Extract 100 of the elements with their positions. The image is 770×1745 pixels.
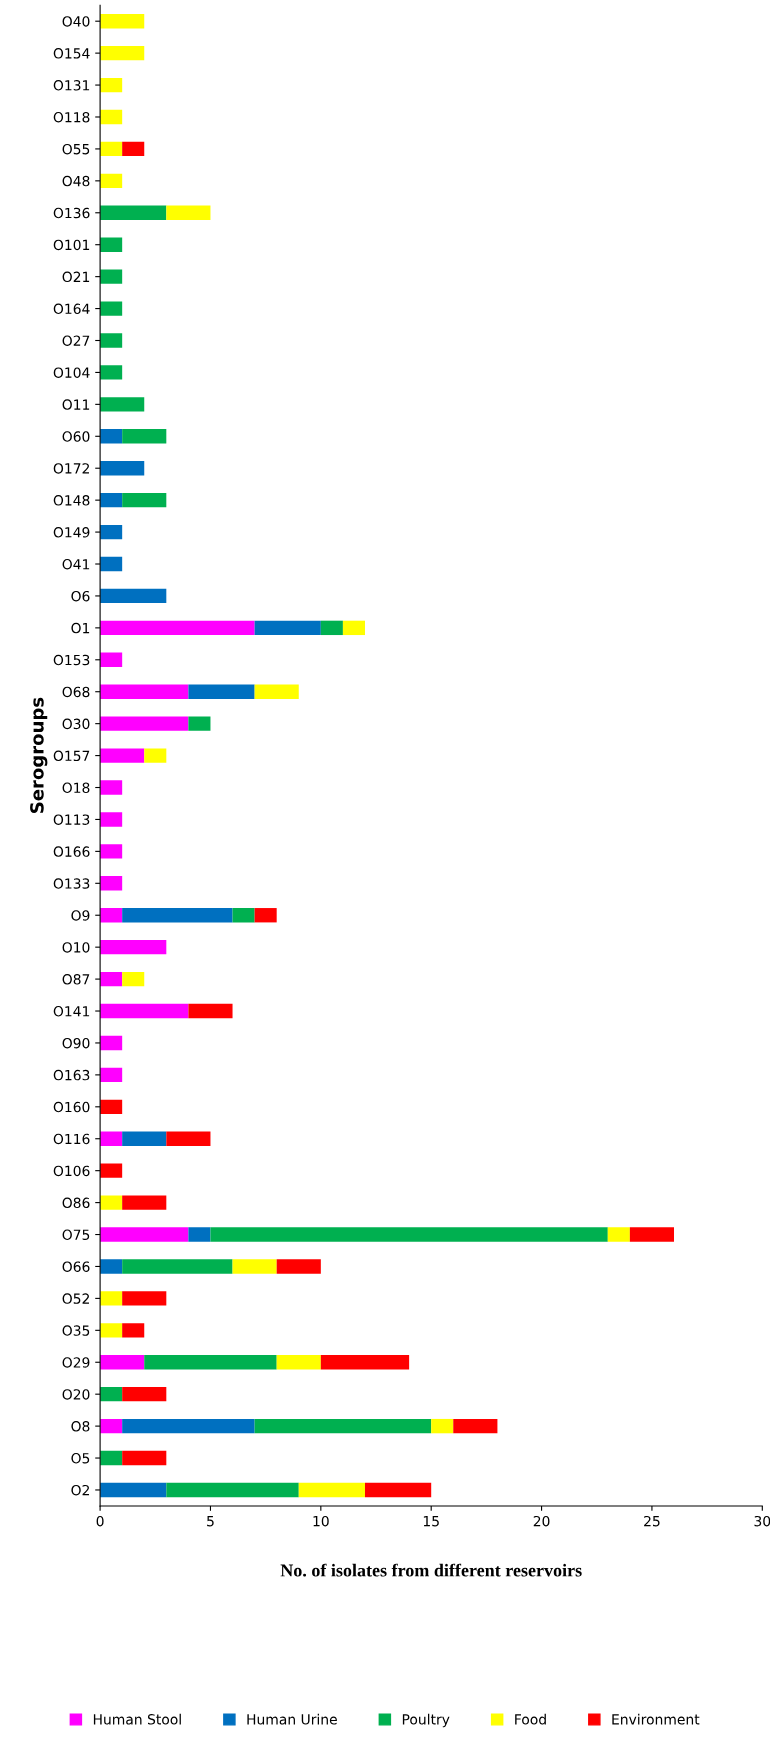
- y-tick-label: O113: [53, 814, 90, 825]
- y-tick-label: O172: [53, 463, 89, 474]
- y-tick-label: O149: [53, 527, 90, 538]
- bar: [254, 684, 299, 699]
- bar: [122, 492, 167, 508]
- x-tick-label: 0: [96, 1515, 104, 1527]
- y-tick-label: O157: [53, 750, 90, 762]
- bar: [100, 333, 123, 348]
- bar: [254, 1418, 432, 1434]
- bar: [100, 812, 123, 827]
- y-tick-label: O1: [71, 622, 90, 634]
- y-tick-label: O131: [53, 80, 90, 91]
- bar: [122, 1195, 167, 1210]
- bar: [122, 1418, 255, 1434]
- x-tick-label: 5: [207, 1516, 214, 1527]
- y-tick-label: O21: [62, 271, 90, 283]
- bar: [364, 1482, 432, 1498]
- bar: [320, 1355, 410, 1370]
- bar: [100, 301, 123, 316]
- bar: [100, 652, 123, 667]
- bar: [122, 1291, 167, 1306]
- bar: [122, 971, 145, 987]
- y-tick-label: O6: [71, 590, 90, 602]
- legend-label: Environment: [612, 1713, 700, 1725]
- x-tick-label: 15: [423, 1516, 439, 1527]
- bar: [100, 908, 123, 923]
- bar: [100, 524, 123, 540]
- y-tick-label: O118: [53, 111, 90, 123]
- bar: [100, 173, 123, 189]
- y-tick-label: O8: [71, 1421, 90, 1432]
- y-tick-label: O55: [62, 143, 90, 155]
- bar: [100, 556, 123, 572]
- bar: [100, 971, 123, 987]
- bar: [100, 1418, 123, 1434]
- bar: [100, 1195, 123, 1210]
- y-tick-label: O40: [62, 16, 90, 27]
- bar: [232, 908, 255, 923]
- bar: [607, 1227, 630, 1242]
- bar: [144, 1355, 277, 1370]
- y-axis-title: Serogroups: [30, 697, 48, 813]
- x-tick-label: 30: [754, 1515, 770, 1527]
- bar: [122, 1259, 233, 1274]
- bar: [100, 684, 189, 699]
- bar: [100, 1450, 123, 1466]
- y-tick-label: O133: [53, 878, 90, 889]
- bar: [100, 365, 123, 380]
- bar: [122, 908, 233, 923]
- bar: [166, 1482, 299, 1498]
- y-tick-label: O48: [62, 175, 90, 187]
- y-tick-label: O20: [62, 1389, 90, 1400]
- y-tick-label: O87: [62, 974, 90, 985]
- y-tick-label: O116: [53, 1133, 90, 1145]
- bar: [320, 620, 343, 636]
- y-tick-label: O60: [62, 431, 90, 442]
- y-tick-label: O41: [62, 558, 90, 570]
- bar: [254, 908, 277, 923]
- legend-label: Human Stool: [93, 1713, 181, 1725]
- bar: [188, 716, 211, 731]
- bar: [342, 620, 365, 636]
- bar: [254, 620, 321, 636]
- y-tick-label: O90: [62, 1037, 90, 1049]
- y-tick-label: O11: [62, 399, 90, 410]
- legend-label: Poultry: [402, 1713, 450, 1728]
- bar: [188, 1003, 233, 1019]
- y-tick-label: O166: [53, 846, 90, 857]
- y-tick-label: O154: [53, 48, 90, 59]
- y-tick-label: O5: [71, 1453, 90, 1464]
- bar: [276, 1355, 321, 1370]
- y-tick-label: O141: [53, 1005, 90, 1017]
- bar: [100, 1003, 189, 1019]
- y-tick-label: O160: [53, 1101, 90, 1113]
- bar: [100, 492, 123, 508]
- bar: [100, 429, 123, 444]
- y-tick-label: O106: [53, 1165, 90, 1177]
- bar: [100, 620, 255, 636]
- bar: [122, 1323, 145, 1338]
- y-tick-label: O101: [53, 239, 90, 251]
- y-tick-label: O163: [53, 1069, 90, 1081]
- y-tick-label: O148: [53, 495, 90, 506]
- bar: [100, 77, 123, 93]
- y-tick-label: O18: [62, 782, 90, 793]
- y-tick-label: O29: [62, 1357, 90, 1368]
- bar: [100, 1227, 189, 1242]
- y-tick-label: O136: [53, 207, 90, 219]
- bar: [100, 237, 123, 252]
- bar: [100, 1259, 123, 1274]
- bar: [298, 1482, 365, 1498]
- bar: [100, 1482, 167, 1498]
- y-tick-label: O52: [62, 1293, 89, 1304]
- bar: [122, 1387, 167, 1402]
- bar: [431, 1418, 454, 1434]
- y-tick-label: O104: [53, 367, 90, 378]
- bar: [188, 1227, 211, 1242]
- y-tick-label: O2: [71, 1484, 89, 1496]
- bar: [122, 141, 145, 157]
- bar: [100, 939, 167, 955]
- bar: [100, 1355, 145, 1370]
- bar: [122, 1131, 167, 1146]
- bar: [210, 1227, 608, 1242]
- bar: [100, 141, 123, 157]
